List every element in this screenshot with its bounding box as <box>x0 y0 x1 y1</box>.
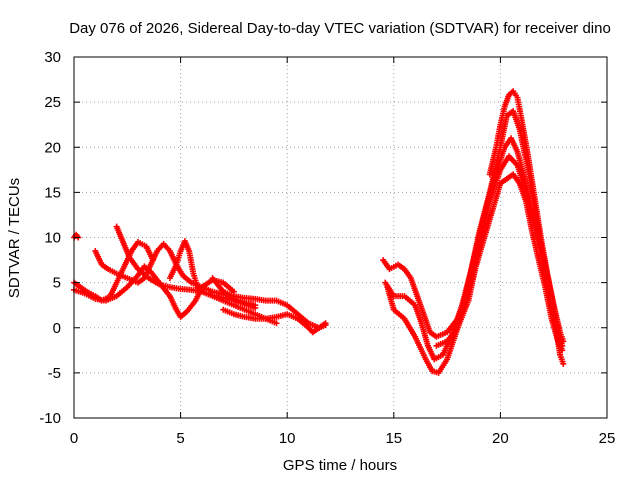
y-tick-label: 10 <box>44 230 61 247</box>
chart-title: Day 076 of 2026, Sidereal Day-to-day VTE… <box>69 20 611 37</box>
x-axis-label: GPS time / hours <box>283 457 397 474</box>
x-tick-label: 5 <box>176 430 184 447</box>
y-tick-label: 30 <box>44 49 61 66</box>
x-tick-label: 15 <box>385 430 402 447</box>
series-trace-e <box>166 238 280 327</box>
series-trace-g <box>220 306 329 336</box>
data-point <box>273 320 280 327</box>
y-tick-label: -10 <box>39 410 61 427</box>
y-tick-label: 25 <box>44 94 61 111</box>
data-point <box>322 320 329 327</box>
data-point <box>557 338 564 345</box>
y-tick-label: 5 <box>53 275 61 292</box>
x-tick-label: 10 <box>279 430 296 447</box>
y-tick-label: 0 <box>53 320 61 337</box>
y-tick-label: 20 <box>44 139 61 156</box>
y-tick-label: -5 <box>48 365 61 382</box>
x-tick-label: 25 <box>599 430 616 447</box>
y-tick-label: 15 <box>44 184 61 201</box>
data-point <box>560 360 567 367</box>
data-point <box>252 304 259 311</box>
data-marks <box>71 88 567 376</box>
axis-ticks: 0 5 10 15 20 25 -10 -5 0 5 10 15 20 25 30 <box>39 49 615 447</box>
y-axis-label: SDTVAR / TECUs <box>6 178 23 298</box>
x-tick-label: 0 <box>70 430 78 447</box>
series-trace-m <box>433 153 564 349</box>
x-tick-label: 20 <box>492 430 509 447</box>
